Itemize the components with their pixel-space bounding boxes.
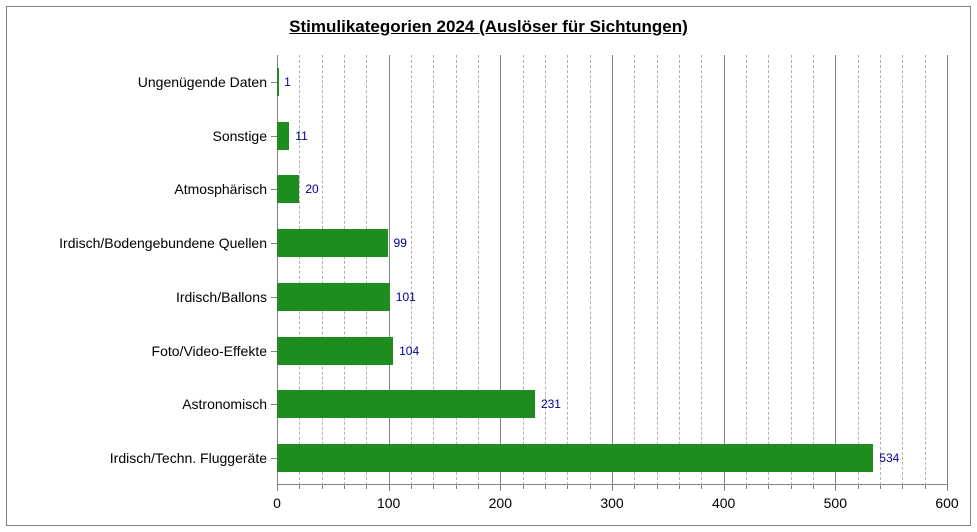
bar-value-label: 101 <box>396 290 416 304</box>
x-tick-minor <box>567 485 568 489</box>
grid-minor <box>791 55 792 485</box>
grid-minor <box>925 55 926 485</box>
x-tick-minor <box>679 485 680 489</box>
grid-minor <box>322 55 323 485</box>
grid-minor <box>701 55 702 485</box>
x-tick-major <box>389 485 390 491</box>
x-tick-minor <box>902 485 903 489</box>
bar <box>277 444 873 472</box>
grid-minor <box>411 55 412 485</box>
grid-minor <box>858 55 859 485</box>
bar-value-label: 104 <box>399 344 419 358</box>
grid-minor <box>478 55 479 485</box>
x-tick-major <box>500 485 501 491</box>
x-tick-minor <box>701 485 702 489</box>
grid-minor <box>545 55 546 485</box>
x-tick-label: 600 <box>935 495 958 511</box>
x-tick-label: 300 <box>600 495 623 511</box>
chart-title: Stimulikategorien 2024 (Auslöser für Sic… <box>7 17 970 37</box>
x-tick-minor <box>590 485 591 489</box>
grid-major <box>389 55 390 485</box>
grid-minor <box>634 55 635 485</box>
category-label: Irdisch/Techn. Fluggeräte <box>110 450 267 466</box>
x-tick-minor <box>657 485 658 489</box>
x-tick-major <box>612 485 613 491</box>
grid-minor <box>813 55 814 485</box>
x-tick-minor <box>523 485 524 489</box>
chart-frame: Stimulikategorien 2024 (Auslöser für Sic… <box>6 6 971 526</box>
grid-minor <box>366 55 367 485</box>
category-label: Ungenügende Daten <box>138 74 267 90</box>
category-label: Irdisch/Ballons <box>176 289 267 305</box>
bar-value-label: 99 <box>394 236 407 250</box>
x-tick-minor <box>813 485 814 489</box>
grid-major <box>612 55 613 485</box>
x-tick-minor <box>880 485 881 489</box>
x-tick-minor <box>433 485 434 489</box>
grid-minor <box>433 55 434 485</box>
bar-value-label: 1 <box>284 75 291 89</box>
x-tick-minor <box>322 485 323 489</box>
category-label: Sonstige <box>213 128 267 144</box>
grid-minor <box>768 55 769 485</box>
category-label: Atmosphärisch <box>174 181 267 197</box>
x-tick-minor <box>299 485 300 489</box>
x-tick-label: 100 <box>377 495 400 511</box>
grid-major <box>277 55 278 485</box>
grid-minor <box>567 55 568 485</box>
bar <box>277 122 289 150</box>
grid-minor <box>880 55 881 485</box>
grid-minor <box>679 55 680 485</box>
bar <box>277 390 535 418</box>
category-label: Astronomisch <box>182 396 267 412</box>
grid-minor <box>456 55 457 485</box>
grid-minor <box>299 55 300 485</box>
bar-value-label: 20 <box>305 182 318 196</box>
grid-major <box>947 55 948 485</box>
x-tick-label: 400 <box>712 495 735 511</box>
x-tick-minor <box>545 485 546 489</box>
bar-value-label: 534 <box>879 451 899 465</box>
x-tick-label: 0 <box>273 495 281 511</box>
x-tick-minor <box>366 485 367 489</box>
x-tick-major <box>835 485 836 491</box>
x-tick-minor <box>858 485 859 489</box>
x-tick-minor <box>344 485 345 489</box>
category-label: Foto/Video-Effekte <box>152 343 267 359</box>
x-tick-label: 500 <box>824 495 847 511</box>
x-tick-label: 200 <box>489 495 512 511</box>
x-tick-minor <box>768 485 769 489</box>
x-tick-minor <box>634 485 635 489</box>
x-tick-minor <box>411 485 412 489</box>
x-tick-minor <box>746 485 747 489</box>
x-tick-major <box>947 485 948 491</box>
category-label: Irdisch/Bodengebundene Quellen <box>59 235 267 251</box>
plot-area: 0100200300400500600Ungenügende Daten1Son… <box>277 55 947 485</box>
x-tick-minor <box>456 485 457 489</box>
bar <box>277 337 393 365</box>
grid-minor <box>657 55 658 485</box>
x-tick-major <box>724 485 725 491</box>
x-tick-major <box>277 485 278 491</box>
grid-major <box>500 55 501 485</box>
bar <box>277 68 279 96</box>
bar <box>277 175 299 203</box>
grid-minor <box>902 55 903 485</box>
grid-major <box>724 55 725 485</box>
bar <box>277 229 388 257</box>
bar <box>277 283 390 311</box>
grid-minor <box>590 55 591 485</box>
grid-major <box>835 55 836 485</box>
x-tick-minor <box>791 485 792 489</box>
grid-minor <box>344 55 345 485</box>
bar-value-label: 11 <box>295 129 307 143</box>
bar-value-label: 231 <box>541 397 561 411</box>
x-tick-minor <box>925 485 926 489</box>
grid-minor <box>746 55 747 485</box>
grid-minor <box>523 55 524 485</box>
x-tick-minor <box>478 485 479 489</box>
